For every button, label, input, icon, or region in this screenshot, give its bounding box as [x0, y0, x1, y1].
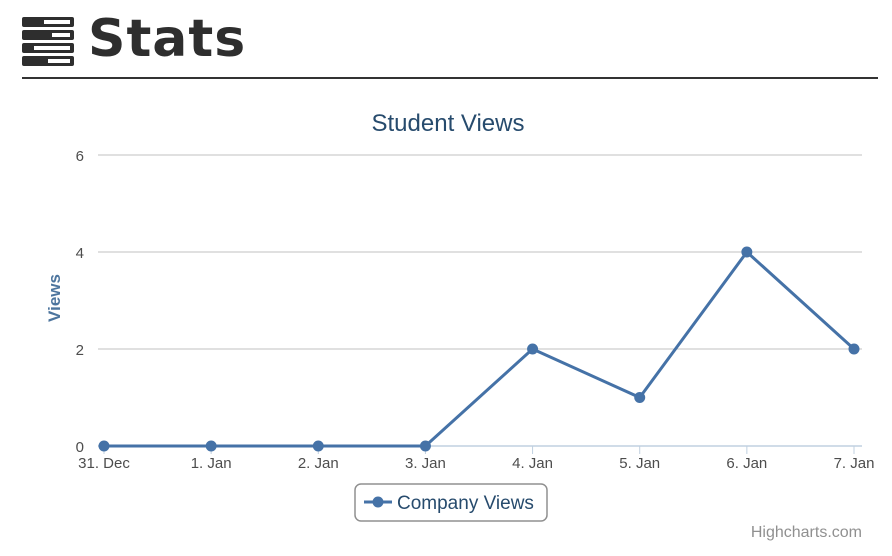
x-tick-label: 1. Jan: [191, 455, 232, 472]
y-tick-label: 2: [76, 342, 84, 359]
page-header: Stats: [22, 9, 878, 76]
chart-title: Student Views: [372, 110, 525, 137]
data-point-marker[interactable]: [205, 440, 217, 452]
data-point-marker[interactable]: [98, 440, 110, 452]
data-point-marker[interactable]: [848, 343, 860, 355]
series-line-0: [104, 250, 856, 448]
data-point-marker[interactable]: [741, 246, 753, 258]
chart-credits[interactable]: Highcharts.com: [751, 524, 862, 541]
x-tick-label: 7. Jan: [834, 455, 875, 472]
x-tick-label: 2. Jan: [298, 455, 339, 472]
stats-menu-icon: [22, 17, 74, 66]
data-point-marker[interactable]: [527, 343, 539, 355]
header-divider: [22, 77, 878, 79]
x-tick-label: 3. Jan: [405, 455, 446, 472]
y-axis-label: Views: [45, 274, 64, 322]
y-tick-label: 6: [76, 148, 84, 165]
x-tick-label: 31. Dec: [78, 455, 130, 472]
legend-box: [354, 483, 548, 522]
x-tick-label: 4. Jan: [512, 455, 553, 472]
page-title: Stats: [88, 9, 247, 69]
chart-legend[interactable]: Company Views: [354, 483, 548, 522]
legend-item-label[interactable]: Company Views: [397, 493, 534, 514]
data-point-marker[interactable]: [312, 440, 324, 452]
legend-series-marker: [372, 496, 384, 508]
x-tick-label: 5. Jan: [619, 455, 660, 472]
data-point-marker[interactable]: [634, 392, 646, 403]
y-tick-label: 0: [76, 439, 84, 456]
data-point-marker[interactable]: [419, 440, 431, 452]
x-tick-label: 6. Jan: [726, 455, 767, 472]
y-tick-label: 4: [76, 245, 84, 262]
